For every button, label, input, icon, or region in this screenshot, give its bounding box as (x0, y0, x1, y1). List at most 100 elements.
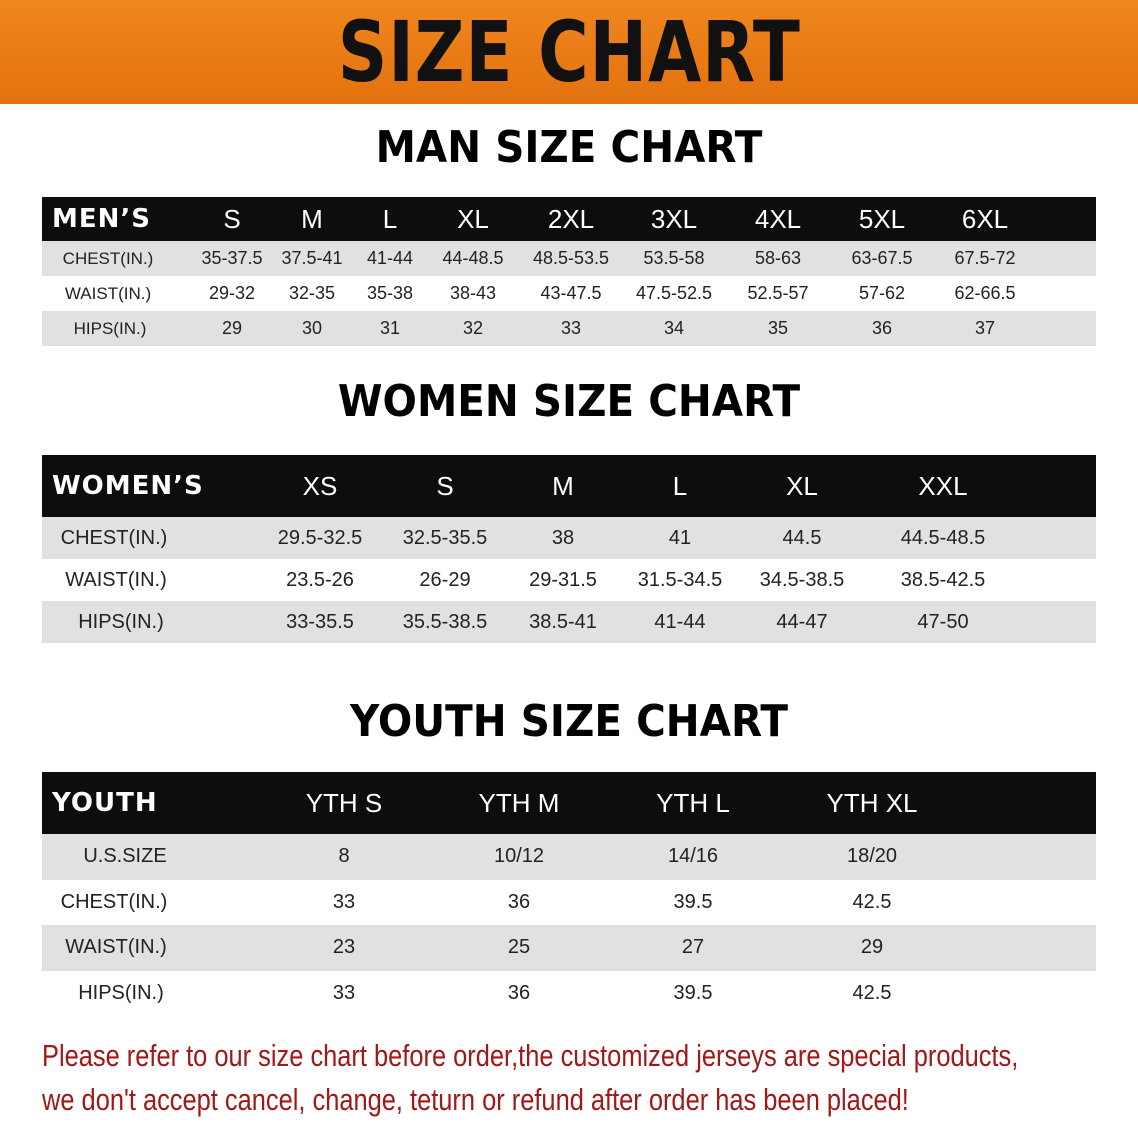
table-cell: 39.5 (673, 890, 713, 913)
youth-title: YOUTH SIZE CHART (350, 696, 788, 747)
table-cell: 39.5 (673, 981, 713, 1004)
table-cell: 41-44 (654, 610, 706, 633)
table-row: HIPS(IN.) 33-35.5 35.5-38.5 38.5-41 41-44 44-… (42, 601, 1096, 643)
size-header: 3XL (650, 203, 698, 234)
women-title: WOMEN SIZE CHART (337, 376, 801, 427)
size-header: S (436, 470, 454, 501)
table-cell: 29 (860, 936, 884, 959)
table-row: WAIST(IN.) 23.5-26 26-29 29-31.5 31.5-34.5 34… (42, 559, 1096, 601)
table-cell: 53.5-58 (643, 248, 705, 268)
table-cell: 37 (974, 318, 996, 338)
size-header: 6XL (961, 203, 1009, 234)
table-cell: 33 (332, 981, 356, 1004)
table-cell: 38-43 (449, 283, 497, 303)
table-row: CHEST(IN.) 29.5-32.5 32.5-35.5 38 41 44.5 44.5… (42, 517, 1096, 559)
measure-label: HIPS(IN.) (78, 610, 164, 633)
table-row: CHEST(IN.) 35-37.5 37.5-41 41-44 44-48.5 48.5… (42, 241, 1096, 276)
measure-label: HIPS(IN.) (78, 981, 164, 1004)
table-row: CHEST(IN.) 33 36 39.5 42.5 (42, 879, 1096, 925)
size-header: XL (457, 203, 489, 234)
table-cell: 14/16 (667, 845, 719, 868)
size-header: 4XL (754, 203, 802, 234)
table-cell: 35-37.5 (201, 248, 263, 268)
size-header: L (672, 470, 688, 501)
table-cell: 35 (767, 318, 789, 338)
size-header: YTH L (656, 787, 730, 818)
measure-label: U.S.SIZE (83, 845, 167, 868)
table-cell: 23 (332, 936, 356, 959)
header-row: WOMEN’S XS S M L XL XXL (42, 455, 1096, 517)
header-row: MEN’S S M L XL 2XL 3XL 4XL 5XL 6XL (42, 197, 1096, 241)
size-header: M (552, 470, 574, 501)
table-cell: 36 (507, 981, 531, 1004)
table-row: WAIST(IN.) 23 25 27 29 (42, 925, 1096, 971)
measure-label: WAIST(IN.) (65, 936, 167, 959)
size-header: S (223, 203, 241, 234)
table-cell: 38.5-41 (529, 610, 597, 633)
notice-line-1: Please refer to our size chart before or… (42, 1038, 1019, 1073)
table-cell: 32-35 (288, 283, 336, 303)
table-cell: 41 (668, 526, 692, 549)
table-cell: 31 (379, 318, 401, 338)
size-header: 2XL (547, 203, 595, 234)
table-cell: 58-63 (754, 248, 802, 268)
table-cell: 18/20 (846, 845, 898, 868)
table-header-label: YOUTH (52, 788, 158, 818)
main-title: SIZE CHART (337, 3, 801, 101)
size-header: YTH M (478, 787, 560, 818)
size-chart-banner: SIZE CHART (0, 0, 1138, 104)
size-header: 5XL (858, 203, 906, 234)
table-cell: 29.5-32.5 (277, 526, 363, 549)
table-row: WAIST(IN.) 29-32 32-35 35-38 38-43 43-47.5 47.… (42, 276, 1096, 311)
measure-label: CHEST(IN.) (60, 526, 168, 549)
table-cell: 8 (338, 845, 350, 868)
notice-line-2: we don't accept cancel, change, teturn o… (42, 1082, 909, 1117)
table-cell: 23.5-26 (286, 568, 354, 591)
table-cell: 35.5-38.5 (402, 610, 488, 633)
table-cell: 29 (221, 318, 243, 338)
table-cell: 41-44 (366, 248, 414, 268)
table-header-label: WOMEN’S (52, 471, 204, 501)
table-cell: 25 (507, 936, 531, 959)
table-cell: 10/12 (493, 845, 545, 868)
table-cell: 34.5-38.5 (759, 568, 845, 591)
men-title: MAN SIZE CHART (375, 122, 763, 173)
table-cell: 57-62 (858, 283, 906, 303)
table-cell: 37.5-41 (281, 248, 343, 268)
table-cell: 36 (871, 318, 893, 338)
table-cell: 44.5-48.5 (900, 526, 986, 549)
size-header: L (382, 203, 398, 234)
table-cell: 47-50 (917, 610, 969, 633)
size-header: YTH XL (826, 787, 918, 818)
measure-label: HIPS(IN.) (73, 318, 147, 338)
table-cell: 47.5-52.5 (635, 283, 713, 303)
size-header: XXL (918, 470, 968, 501)
size-header: XS (302, 470, 338, 501)
table-cell: 36 (507, 890, 531, 913)
table-cell: 31.5-34.5 (637, 568, 723, 591)
table-header-label: MEN’S (52, 204, 151, 234)
table-cell: 42.5 (852, 890, 892, 913)
table-cell: 33-35.5 (286, 610, 354, 633)
table-cell: 27 (681, 936, 705, 959)
size-header: XL (786, 470, 818, 501)
header-row: YOUTH YTH S YTH M YTH L YTH XL (42, 772, 1096, 834)
measure-label: CHEST(IN.) (60, 890, 168, 913)
measure-label: CHEST(IN.) (62, 248, 154, 268)
table-cell: 44.5 (782, 526, 822, 549)
table-cell: 30 (301, 318, 323, 338)
table-cell: 32 (462, 318, 484, 338)
table-cell: 26-29 (419, 568, 471, 591)
table-cell: 43-47.5 (540, 283, 602, 303)
size-header: M (301, 203, 323, 234)
table-cell: 62-66.5 (954, 283, 1016, 303)
table-cell: 44-47 (776, 610, 828, 633)
table-row: U.S.SIZE 8 10/12 14/16 18/20 (42, 834, 1096, 880)
table-cell: 33 (332, 890, 356, 913)
table-cell: 44-48.5 (442, 248, 504, 268)
table-cell: 52.5-57 (747, 283, 809, 303)
table-cell: 29-32 (208, 283, 256, 303)
table-cell: 67.5-72 (954, 248, 1016, 268)
measure-label: WAIST(IN.) (64, 283, 152, 303)
table-cell: 34 (663, 318, 685, 338)
